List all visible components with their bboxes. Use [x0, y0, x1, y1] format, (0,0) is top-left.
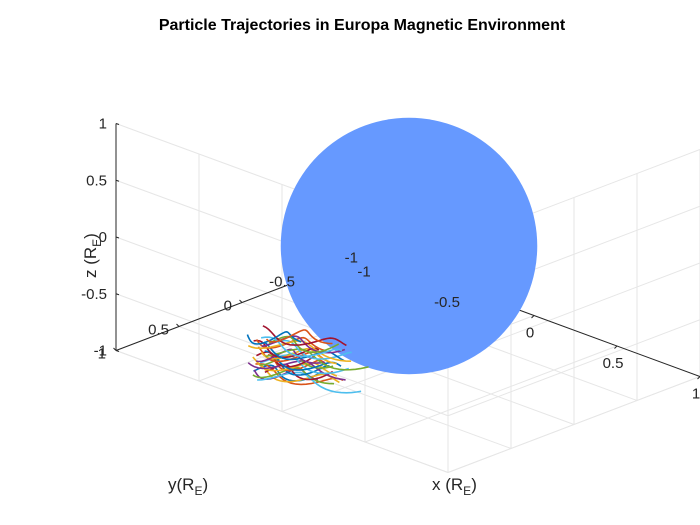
z-tick-mark [115, 123, 120, 125]
y-tick-mark [239, 299, 243, 303]
grid-line-floor-y [178, 326, 512, 449]
trajectory-line [263, 341, 345, 362]
trajectory-line [257, 371, 362, 394]
grid-line-wall-z [115, 293, 449, 417]
x-axis-label: x (RE) [432, 475, 477, 498]
trajectory-line [265, 329, 333, 345]
grid-line-wall-z [447, 376, 700, 473]
trajectory-line [260, 336, 343, 358]
x-tick-label: -1 [357, 264, 370, 281]
x-tick-mark [531, 315, 535, 319]
trajectory-line [262, 325, 347, 347]
grid-line-wall-z [115, 350, 449, 473]
y-axis-label: y(RE) [168, 475, 208, 498]
x-tick-label: 0 [526, 325, 534, 342]
y-tick-mark [176, 323, 180, 327]
chart-title: Particle Trajectories in Europa Magnetic… [159, 17, 566, 34]
y-tick-label: -1 [345, 250, 358, 267]
z-tick-mark [115, 293, 120, 296]
z-tick-mark [115, 350, 120, 352]
y-tick-label: 0 [224, 298, 232, 315]
z-tick-label: 0 [99, 229, 107, 246]
x-tick-label: -0.5 [434, 294, 460, 311]
trajectory-line [268, 335, 340, 354]
z-axis-label: z (RE) [81, 233, 104, 278]
trajectory-line [252, 366, 335, 385]
z-tick-label: -1 [94, 343, 107, 360]
z-tick-mark [115, 236, 120, 239]
grid-line-wall-z [447, 319, 700, 417]
z-tick-mark [115, 179, 120, 182]
x-tick-label: 0.5 [603, 355, 624, 372]
x-tick-mark [614, 345, 618, 349]
z-tick-label: -0.5 [81, 286, 107, 303]
y-tick-label: 0.5 [148, 322, 169, 339]
y-tick-label: -0.5 [269, 274, 295, 291]
y-tick-mark [113, 347, 117, 351]
y-tick-label: 1 [98, 346, 106, 363]
sphere [280, 117, 538, 375]
z-tick-label: 0.5 [86, 172, 107, 189]
tick-labels: -1-0.500.51-1-0.500.51-1-0.500.51 [81, 116, 700, 403]
trajectories [246, 325, 369, 394]
z-tick-label: 1 [99, 116, 107, 133]
x-tick-label: 1 [692, 386, 700, 403]
europa-sphere [280, 117, 538, 375]
